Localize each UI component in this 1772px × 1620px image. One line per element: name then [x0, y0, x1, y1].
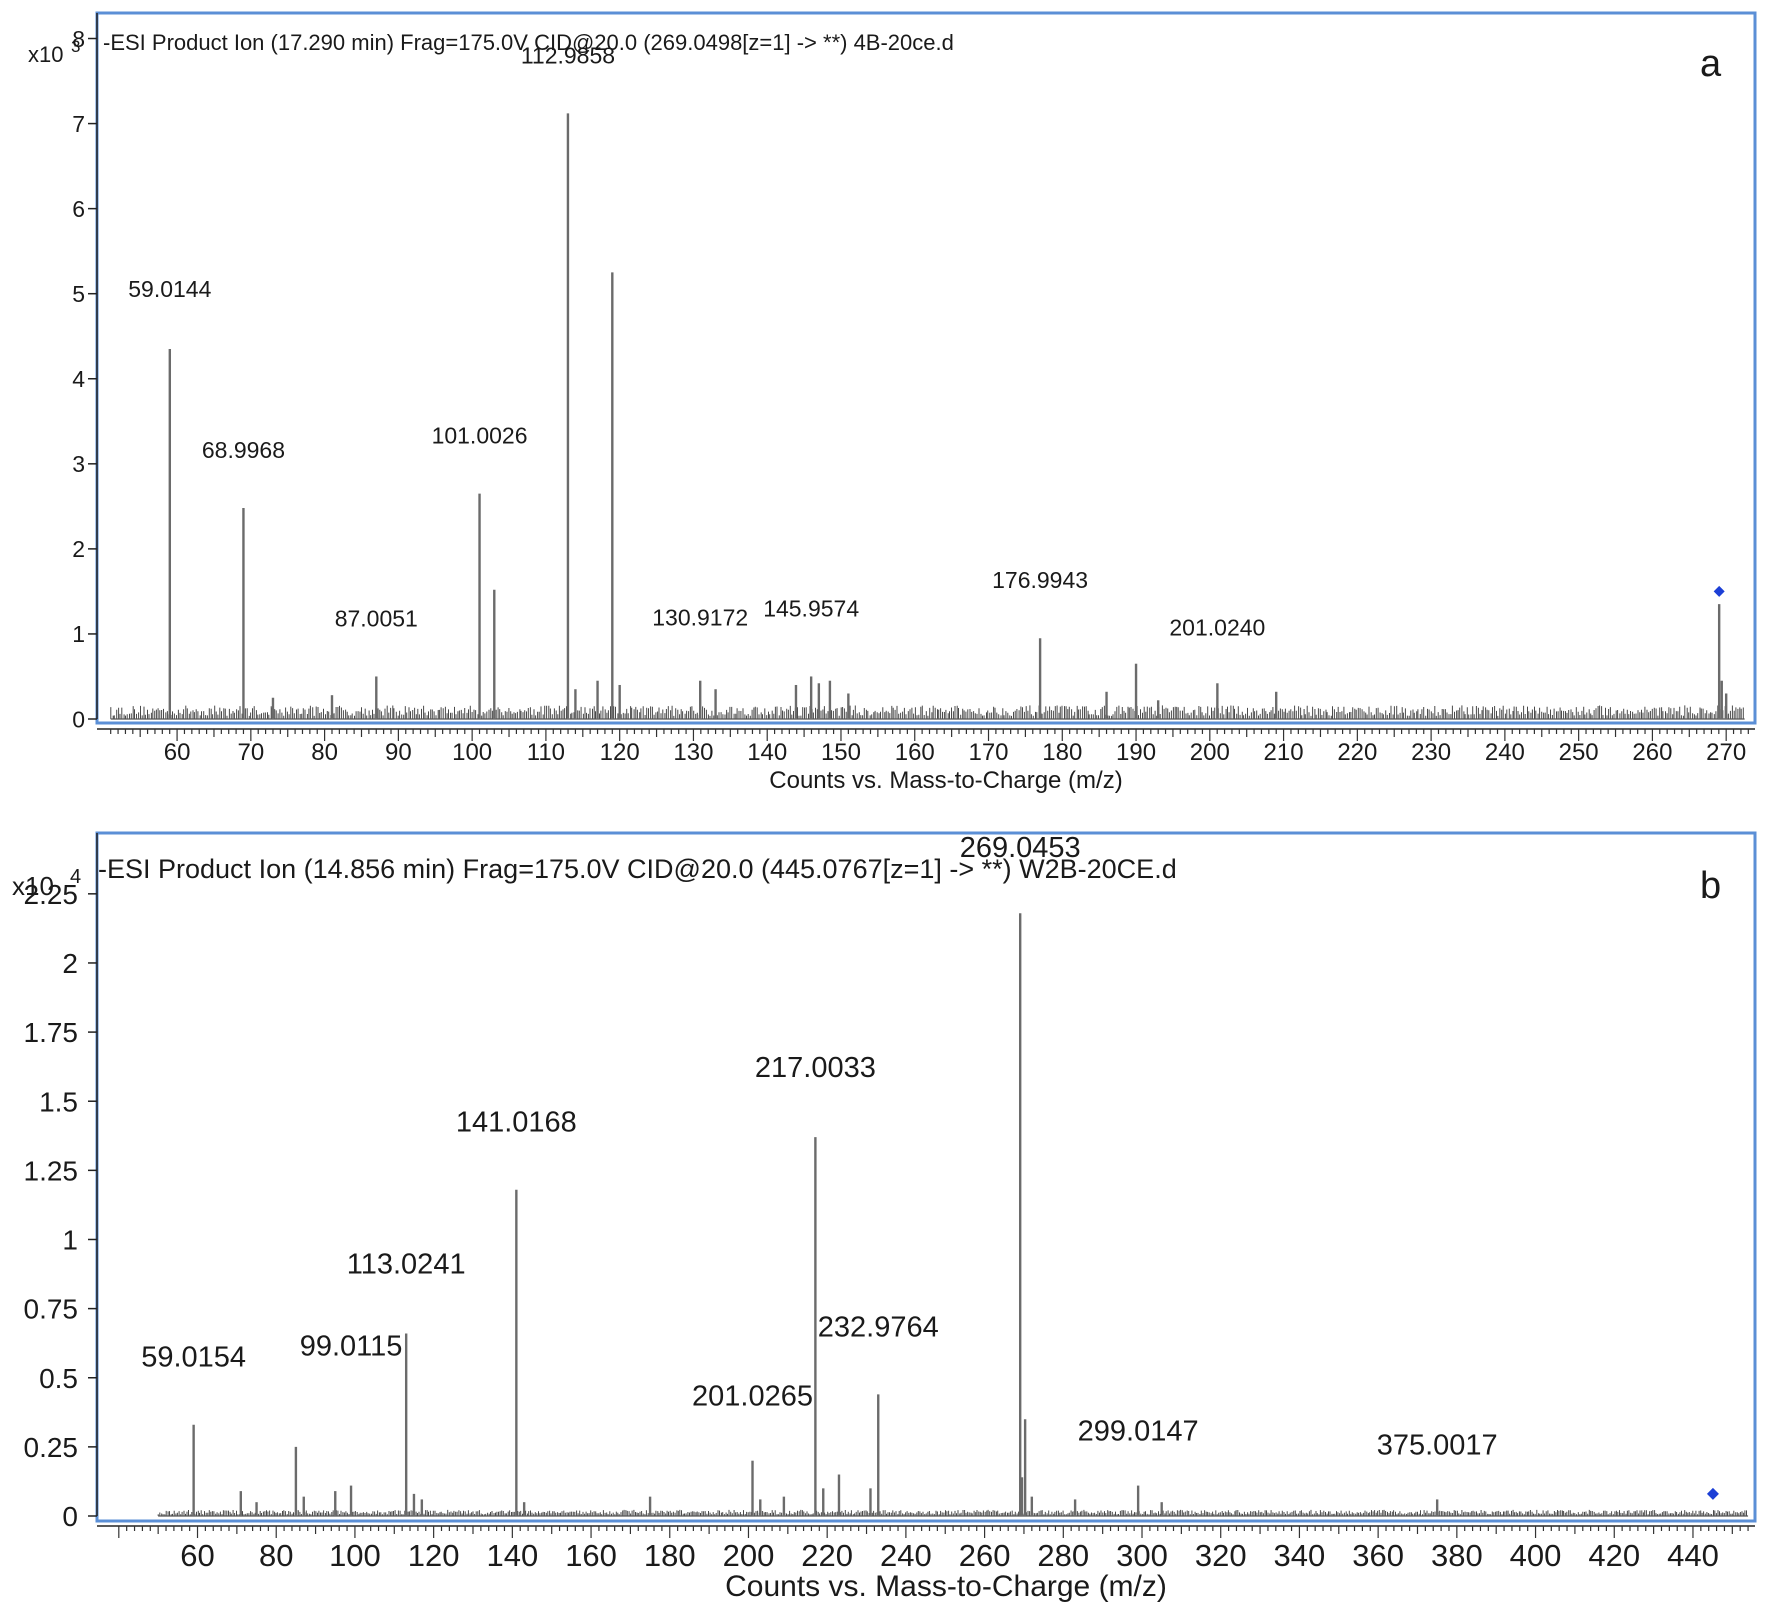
peak-label: 232.9764: [818, 1311, 939, 1343]
x-tick-label: 200: [723, 1538, 775, 1573]
x-tick-label: 100: [452, 739, 492, 766]
y-tick-label: 0: [62, 1501, 78, 1532]
spectrum-panel-b: 0 0.25 0.5 0.75 1 1.25 1.5 1.75 2 2.25 60 80 100 120 1…: [12, 831, 1757, 1603]
spectrum-panel-a: 0 1 2 3 4 5 6 7 8 60 70 80 90 100 110 120 130 140 150 160 17…: [28, 11, 1757, 794]
y-tick-label: 3: [72, 451, 85, 477]
peak-label: 141.0168: [456, 1107, 577, 1139]
x-tick-label: 120: [408, 1538, 460, 1573]
y-tick-label: 7: [72, 111, 85, 137]
y-multiplier: x10: [28, 42, 63, 67]
x-tick-label: 180: [1042, 739, 1082, 766]
x-tick-label: 210: [1264, 739, 1304, 766]
x-tick-label: 420: [1588, 1538, 1640, 1573]
baseline-noise: [110, 705, 1745, 720]
y-tick-label: 2: [72, 536, 85, 562]
x-tick-label: 90: [385, 739, 412, 766]
y-tick-label: 8: [72, 26, 85, 52]
peak-label: 201.0265: [692, 1381, 813, 1413]
y-exponent: 3: [71, 37, 80, 56]
y-tick-label: 0.5: [39, 1363, 78, 1394]
x-tick-label: 320: [1195, 1538, 1247, 1573]
panel-letter: b: [1700, 865, 1721, 907]
x-tick-label: 380: [1431, 1538, 1483, 1573]
x-tick-label: 160: [565, 1538, 617, 1573]
y-tick-label: 0.25: [24, 1432, 79, 1463]
x-tick-label: 130: [673, 739, 713, 766]
x-tick-label: 440: [1667, 1538, 1719, 1573]
x-tick-label: 140: [486, 1538, 538, 1573]
x-tick-label: 280: [1037, 1538, 1089, 1573]
peak-label: 145.9574: [763, 595, 859, 621]
peak-label: 59.0144: [128, 276, 211, 302]
peak-label: 269.0453: [960, 832, 1081, 864]
y-tick-label: 1: [62, 1225, 78, 1256]
precursor-marker: [1713, 585, 1725, 597]
peak-label: 113.0241: [347, 1248, 466, 1280]
x-tick-label: 160: [895, 739, 935, 766]
precursor-marker: [1706, 1487, 1719, 1500]
peak-label: 87.0051: [335, 605, 418, 631]
y-tick-label: 1.75: [24, 1017, 79, 1048]
x-tick-label: 360: [1352, 1538, 1404, 1573]
peak-label: 68.9968: [202, 437, 285, 463]
y-tick-label: 0: [72, 706, 85, 732]
y-tick-label: 1.25: [24, 1155, 79, 1186]
peak-label: 299.0147: [1078, 1416, 1199, 1448]
peak-label: 59.0154: [141, 1342, 246, 1374]
x-tick-label: 260: [959, 1538, 1011, 1573]
peak-label: 130.9172: [652, 605, 748, 631]
peak-label: 375.0017: [1377, 1429, 1498, 1461]
y-tick-label: 6: [72, 196, 85, 222]
peak-label: 112.9858: [521, 42, 615, 68]
y-tick-label: 4: [72, 366, 85, 392]
y-tick-label: 5: [72, 281, 85, 307]
x-tick-label: 190: [1116, 739, 1156, 766]
x-tick-label: 140: [747, 739, 787, 766]
panel-letter: a: [1700, 43, 1722, 85]
y-tick-label: 2: [62, 948, 78, 979]
panel-title: -ESI Product Ion (17.290 min) Frag=175.0…: [103, 30, 954, 55]
x-tick-label: 230: [1411, 739, 1451, 766]
x-tick-label: 300: [1116, 1538, 1168, 1573]
x-tick-label: 220: [801, 1538, 853, 1573]
x-tick-label: 400: [1510, 1538, 1562, 1573]
y-tick-label: 0.75: [24, 1294, 79, 1325]
x-tick-label: 340: [1274, 1538, 1326, 1573]
x-tick-label: 150: [821, 739, 861, 766]
x-tick-label: 80: [259, 1538, 293, 1573]
baseline-noise: [157, 1509, 1749, 1517]
y-tick-label: 1: [72, 621, 85, 647]
y-multiplier: x10: [12, 871, 54, 901]
x-tick-label: 170: [968, 739, 1008, 766]
peak-label: 217.0033: [755, 1052, 876, 1084]
x-tick-label: 260: [1632, 739, 1672, 766]
x-tick-label: 110: [527, 739, 565, 766]
y-exponent: 4: [70, 866, 81, 888]
x-axis-label: Counts vs. Mass-to-Charge (m/z): [769, 767, 1122, 794]
x-tick-label: 120: [600, 739, 640, 766]
x-tick-label: 240: [1485, 739, 1525, 766]
x-tick-label: 240: [880, 1538, 932, 1573]
x-tick-label: 60: [180, 1538, 214, 1573]
panel-title: -ESI Product Ion (14.856 min) Frag=175.0…: [98, 854, 1177, 884]
peak-label: 101.0026: [432, 423, 528, 449]
x-tick-label: 220: [1337, 739, 1377, 766]
peak-label: 176.9943: [992, 567, 1088, 593]
peak-label: 99.0115: [300, 1331, 403, 1363]
x-tick-label: 270: [1706, 739, 1746, 766]
x-tick-label: 100: [329, 1538, 381, 1573]
x-tick-label: 60: [164, 739, 191, 766]
x-tick-label: 70: [237, 739, 264, 766]
y-tick-label: 1.5: [39, 1086, 78, 1117]
x-tick-label: 180: [644, 1538, 696, 1573]
x-tick-label: 200: [1190, 739, 1230, 766]
x-tick-label: 80: [311, 739, 338, 766]
peak-label: 201.0240: [1169, 614, 1265, 640]
y-tick-label: 2.25: [24, 879, 79, 910]
x-axis-label: Counts vs. Mass-to-Charge (m/z): [725, 1570, 1167, 1603]
noise-path: [110, 705, 1744, 719]
x-tick-label: 250: [1559, 739, 1599, 766]
